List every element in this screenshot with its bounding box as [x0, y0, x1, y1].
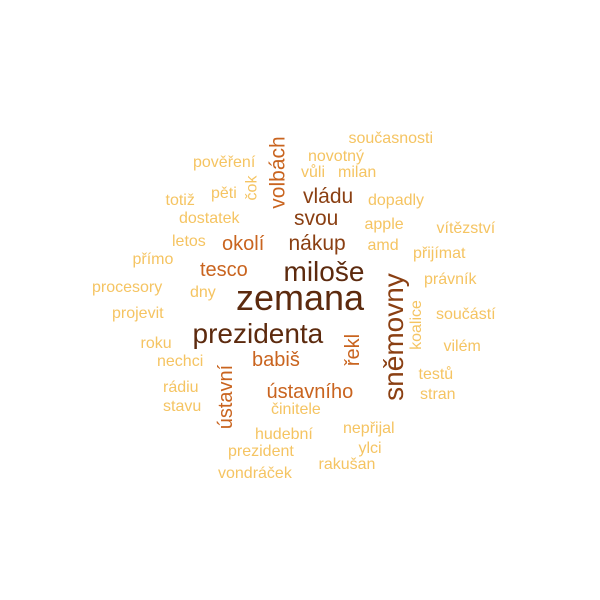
- cloud-word: právník: [424, 271, 477, 288]
- cloud-word: přijímat: [413, 245, 466, 262]
- cloud-word: ústavní: [215, 364, 238, 430]
- cloud-word: vládu: [303, 184, 354, 208]
- cloud-word: pověření: [193, 154, 256, 171]
- cloud-word: činitele: [271, 401, 321, 418]
- cloud-word: testů: [418, 366, 454, 383]
- cloud-word: dopadly: [368, 192, 425, 209]
- cloud-word: koalice: [407, 300, 425, 350]
- cloud-word: nákup: [288, 231, 346, 255]
- cloud-word: prezidenta: [192, 318, 324, 349]
- cloud-word: přímo: [132, 251, 174, 268]
- cloud-word: vítězství: [436, 220, 496, 237]
- cloud-word: rakušan: [318, 456, 376, 473]
- cloud-word: sněmovny: [377, 273, 409, 401]
- cloud-word: stran: [420, 386, 456, 403]
- cloud-word: novotný: [308, 148, 365, 165]
- cloud-word: babiš: [252, 349, 300, 371]
- cloud-word: miloše: [283, 256, 365, 287]
- cloud-word: stavu: [163, 398, 202, 415]
- cloud-word: roku: [140, 335, 172, 352]
- cloud-word: totiž: [165, 192, 195, 209]
- cloud-word: procesory: [92, 279, 163, 296]
- cloud-word: pěti: [211, 185, 237, 202]
- cloud-word: vondráček: [218, 465, 292, 482]
- cloud-word: součástí: [436, 306, 496, 323]
- cloud-word: volbách: [266, 135, 290, 209]
- cloud-word: současnosti: [348, 130, 434, 147]
- cloud-word: svou: [294, 206, 339, 230]
- cloud-word: tesco: [200, 259, 248, 281]
- cloud-word: řekl: [342, 333, 365, 367]
- cloud-word: čok: [242, 175, 260, 201]
- cloud-word: vůli: [301, 164, 326, 181]
- cloud-word: nechci: [157, 353, 204, 370]
- cloud-word: amd: [367, 237, 399, 254]
- cloud-word: dostatek: [179, 210, 240, 227]
- cloud-word: projevit: [112, 305, 164, 322]
- cloud-word: vilém: [443, 338, 481, 355]
- cloud-word: nepřijal: [343, 420, 395, 437]
- cloud-word: hudební: [255, 426, 313, 443]
- cloud-word: rádiu: [163, 379, 199, 396]
- cloud-word: zemana: [236, 277, 365, 318]
- cloud-word: apple: [364, 216, 404, 233]
- cloud-word: okolí: [222, 233, 265, 255]
- cloud-word: letos: [172, 233, 206, 250]
- cloud-word: dny: [190, 284, 216, 301]
- cloud-word: ylci: [358, 440, 382, 457]
- cloud-word: milan: [338, 164, 377, 181]
- cloud-word: prezident: [228, 443, 294, 460]
- cloud-word: ústavního: [266, 381, 354, 403]
